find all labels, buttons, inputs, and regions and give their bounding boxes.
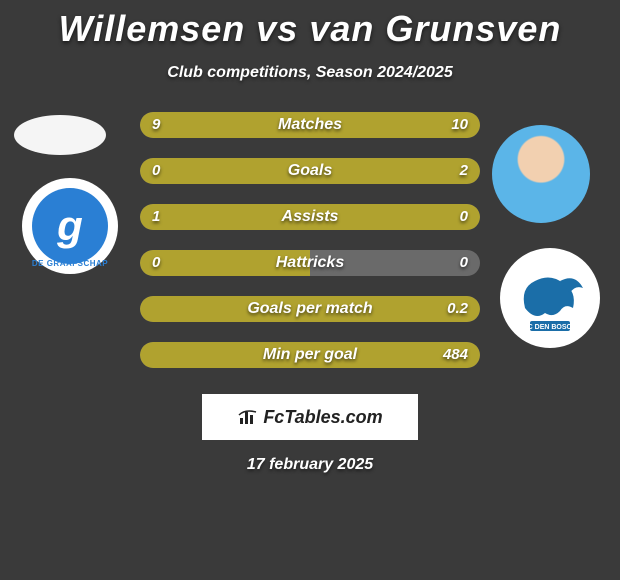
stat-value-right: 10 xyxy=(451,112,468,138)
page-title: Willemsen vs van Grunsven xyxy=(0,0,620,50)
stat-label: Goals xyxy=(140,158,480,184)
stat-row: 1 0Assists xyxy=(140,204,480,230)
stat-value-right: 2 xyxy=(460,158,468,184)
subtitle: Club competitions, Season 2024/2025 xyxy=(0,64,620,82)
stat-value-left: 0 xyxy=(152,250,160,276)
stat-label: Goals per match xyxy=(140,296,480,322)
stat-value-left: 0 xyxy=(152,158,160,184)
stat-value-right: 0.2 xyxy=(447,296,468,322)
stat-label: Matches xyxy=(140,112,480,138)
stat-value-right: 0 xyxy=(460,204,468,230)
stat-value-left: 1 xyxy=(152,204,160,230)
stat-row: 9 10Matches xyxy=(140,112,480,138)
stat-label: Assists xyxy=(140,204,480,230)
stat-row: 0 0Hattricks xyxy=(140,250,480,276)
fctables-icon xyxy=(237,406,259,428)
stat-value-right: 0 xyxy=(460,250,468,276)
stat-row: 484Min per goal xyxy=(140,342,480,368)
fctables-badge[interactable]: FcTables.com xyxy=(202,394,418,440)
stat-value-left: 9 xyxy=(152,112,160,138)
fctables-label: FcTables.com xyxy=(263,407,382,428)
stat-label: Hattricks xyxy=(140,250,480,276)
stat-value-right: 484 xyxy=(443,342,468,368)
date-label: 17 february 2025 xyxy=(0,456,620,474)
stat-row: 0 2Goals xyxy=(140,158,480,184)
stat-row: 0.2Goals per match xyxy=(140,296,480,322)
stat-label: Min per goal xyxy=(140,342,480,368)
stats-area: 910Matches02Goals10Assists00Hattricks0.2… xyxy=(0,112,620,368)
